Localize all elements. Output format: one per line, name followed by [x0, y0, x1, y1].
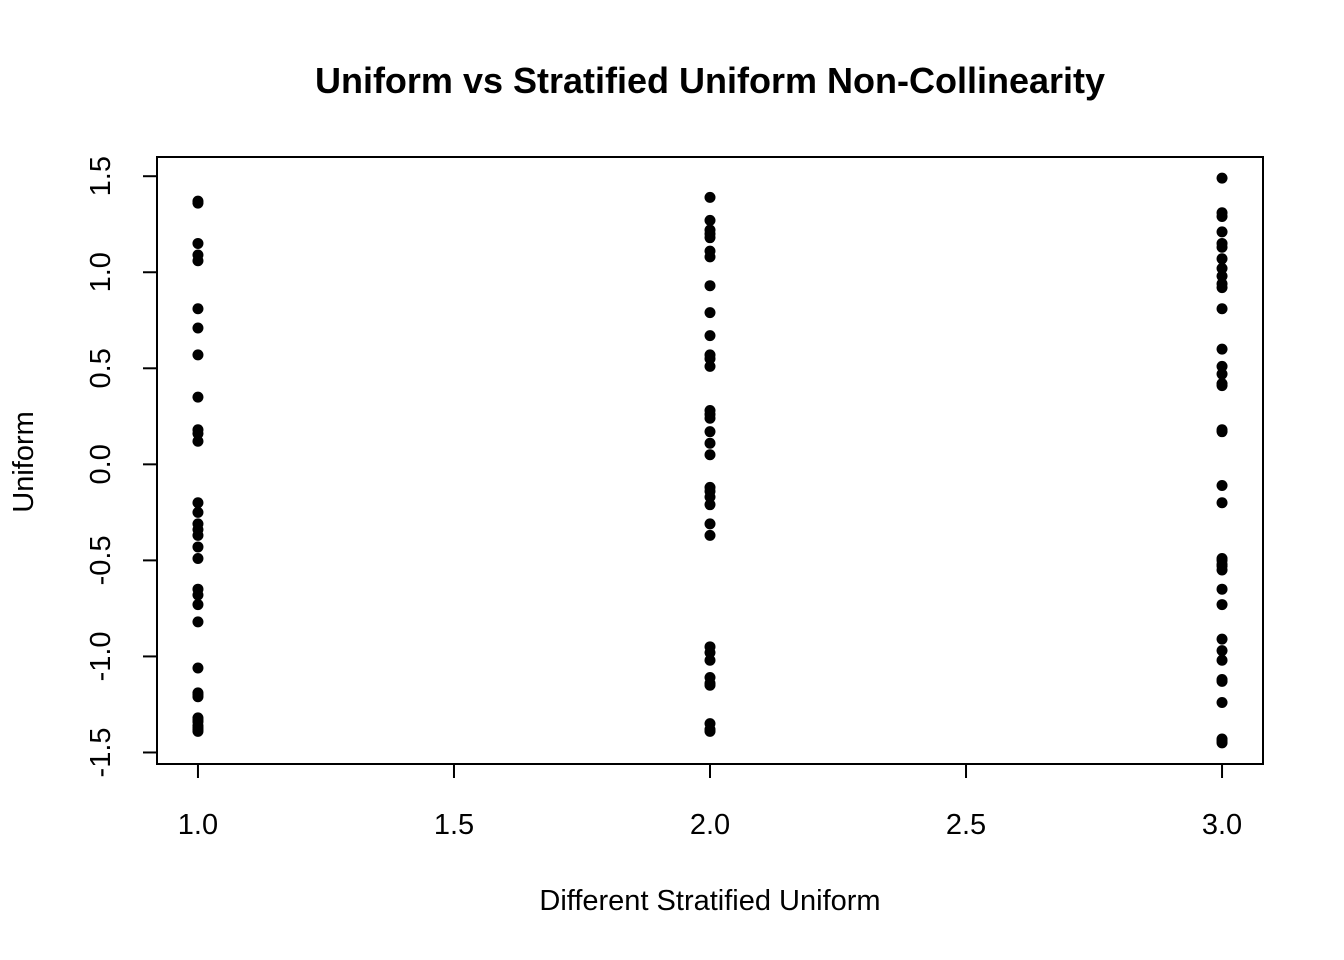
data-point — [704, 360, 716, 372]
y-tick-label: -0.5 — [85, 535, 117, 585]
x-tick-label: 1.0 — [178, 809, 218, 841]
data-point — [1216, 368, 1228, 380]
data-point — [192, 541, 204, 553]
data-point — [704, 499, 716, 511]
data-point — [1216, 262, 1228, 274]
data-point — [1216, 599, 1228, 611]
data-point — [704, 647, 716, 659]
data-point — [1216, 583, 1228, 595]
data-point — [1216, 733, 1228, 745]
data-point — [704, 679, 716, 691]
chart-title: Uniform vs Stratified Uniform Non-Collin… — [315, 60, 1105, 101]
data-point — [192, 552, 204, 564]
data-point — [1216, 479, 1228, 491]
y-tick-label: 1.0 — [85, 252, 117, 292]
y-tick-label: 0.5 — [85, 348, 117, 388]
data-point — [704, 353, 716, 365]
data-point — [704, 412, 716, 424]
data-point — [192, 435, 204, 447]
y-tick-label: -1.0 — [85, 631, 117, 681]
data-point — [192, 722, 204, 734]
y-axis-label: Uniform — [8, 411, 40, 513]
data-point — [1216, 673, 1228, 685]
data-point — [704, 251, 716, 263]
data-point — [1216, 378, 1228, 390]
data-point — [704, 191, 716, 203]
data-point — [1216, 426, 1228, 438]
data-point — [704, 723, 716, 735]
data-point — [1216, 697, 1228, 709]
data-point — [192, 529, 204, 541]
data-point — [704, 280, 716, 292]
data-point — [704, 529, 716, 541]
data-point — [704, 307, 716, 319]
x-axis: 1.0 1.5 2.0 2.5 3.0 — [178, 763, 1242, 841]
y-tick-label: 1.5 — [85, 156, 117, 196]
data-point — [1216, 343, 1228, 355]
data-point — [1216, 554, 1228, 566]
x-tick-label: 1.5 — [434, 809, 474, 841]
data-point — [1216, 241, 1228, 253]
data-point — [1216, 497, 1228, 509]
data-point — [704, 330, 716, 342]
y-axis: -1.5 -1.0 -0.5 0.0 0.5 1.0 1.5 — [85, 156, 158, 777]
data-point — [192, 237, 204, 249]
x-tick-label: 2.0 — [690, 809, 730, 841]
data-point — [1216, 282, 1228, 294]
x-tick-label: 3.0 — [1202, 809, 1242, 841]
data-point — [192, 714, 204, 726]
data-point — [192, 197, 204, 209]
y-tick-label: 0.0 — [85, 444, 117, 484]
data-point — [704, 232, 716, 244]
data-point — [704, 449, 716, 461]
data-point — [704, 491, 716, 503]
data-point — [704, 518, 716, 530]
data-point — [1216, 211, 1228, 223]
data-point — [1216, 654, 1228, 666]
data-point — [192, 428, 204, 440]
data-points — [192, 172, 1228, 749]
data-point — [192, 303, 204, 315]
data-point — [1216, 172, 1228, 184]
data-point — [1216, 253, 1228, 265]
data-point — [192, 506, 204, 518]
data-point — [1216, 633, 1228, 645]
y-tick-label: -1.5 — [85, 727, 117, 777]
data-point — [1216, 226, 1228, 238]
data-point — [192, 255, 204, 267]
data-point — [192, 662, 204, 674]
data-point — [192, 691, 204, 703]
data-point — [704, 654, 716, 666]
data-point — [1216, 303, 1228, 315]
x-axis-label: Different Stratified Uniform — [539, 885, 880, 917]
data-point — [192, 391, 204, 403]
data-point — [1216, 270, 1228, 282]
data-point — [192, 589, 204, 601]
data-point — [192, 497, 204, 509]
data-point — [192, 322, 204, 334]
data-point — [1216, 645, 1228, 657]
data-point — [704, 426, 716, 438]
data-point — [704, 437, 716, 449]
data-point — [192, 599, 204, 611]
data-point — [704, 214, 716, 226]
data-point — [192, 349, 204, 361]
data-point — [1216, 360, 1228, 372]
x-tick-label: 2.5 — [946, 809, 986, 841]
data-point — [192, 616, 204, 628]
